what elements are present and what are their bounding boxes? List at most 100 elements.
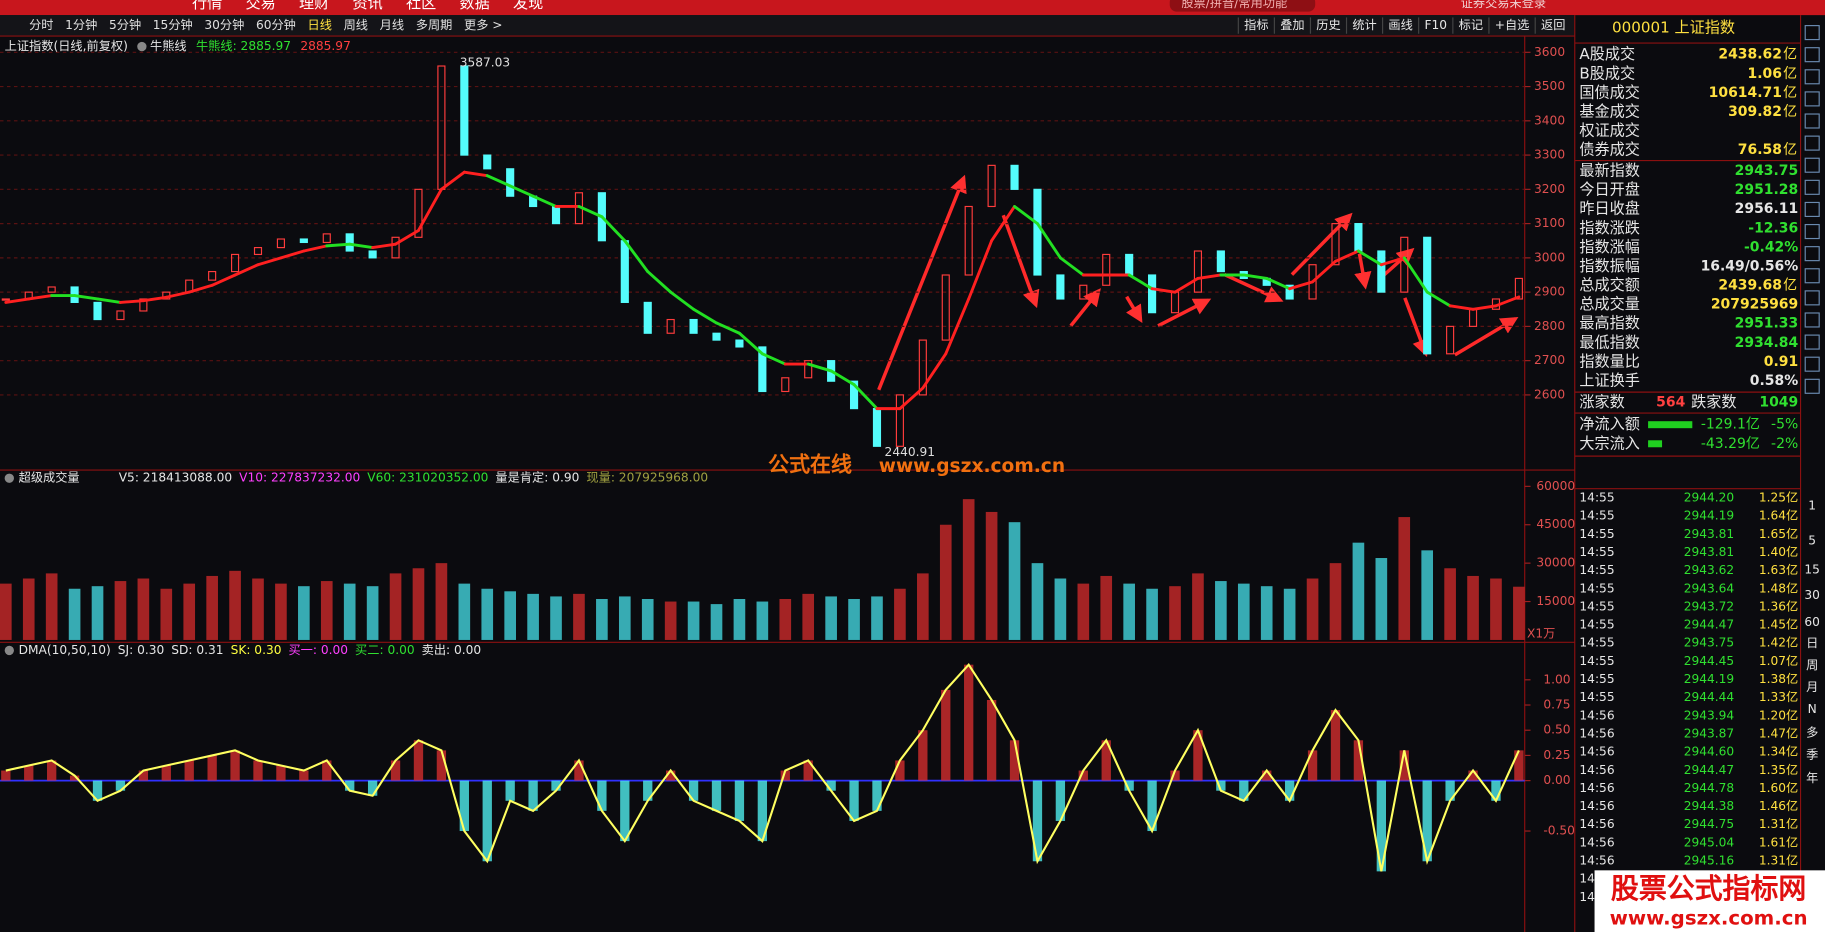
tick-volume: 1.48亿 (1759, 580, 1798, 595)
side-icon[interactable] (1804, 179, 1820, 195)
candle (620, 240, 629, 303)
tick-volume: 1.35亿 (1759, 762, 1798, 777)
login-status[interactable]: 证券交易未登录 (1461, 0, 1546, 10)
side-period[interactable]: 30 (1804, 588, 1820, 602)
side-period[interactable]: 年 (1806, 771, 1818, 785)
period-tab[interactable]: 更多 > (464, 18, 503, 32)
toolbar-button[interactable]: 指标 (1244, 17, 1268, 32)
period-tab[interactable]: 分时 (29, 18, 53, 32)
side-icon[interactable] (1804, 334, 1820, 350)
toolbar-button[interactable]: 返回 (1541, 18, 1565, 32)
side-period[interactable]: 周 (1806, 658, 1818, 672)
quote-value: 1.06 (1747, 66, 1781, 82)
bull-bear-line (508, 184, 535, 198)
volume-bar (137, 578, 150, 640)
volume-bar (1100, 575, 1113, 640)
period-tab[interactable]: 5分钟 (109, 17, 141, 32)
menu-item[interactable]: 交易 (246, 0, 276, 12)
quote-label: 指数涨幅 (1579, 238, 1639, 256)
side-icon[interactable] (1804, 312, 1820, 328)
side-icon[interactable] (1804, 69, 1820, 85)
side-icon[interactable] (1804, 268, 1820, 284)
side-icon[interactable] (1804, 25, 1820, 41)
side-period[interactable]: 1 (1808, 499, 1816, 513)
toolbar-button[interactable]: F10 (1424, 18, 1447, 32)
dma-bar (276, 765, 286, 781)
bull-bear-line (1150, 287, 1177, 294)
side-icon[interactable] (1804, 157, 1820, 173)
dma-bar (1491, 780, 1501, 801)
dma-bar (345, 780, 355, 791)
tick-price: 2943.64 (1684, 581, 1735, 595)
bull-bear-line (1242, 273, 1269, 280)
side-period[interactable]: 15 (1804, 563, 1820, 577)
menu-item[interactable]: 资讯 (353, 0, 383, 12)
volume-bar (275, 583, 287, 640)
dma-bar (1193, 730, 1203, 781)
menu-item[interactable]: 发现 (513, 0, 543, 12)
volume-bar (848, 598, 860, 640)
period-tab[interactable]: 15分钟 (153, 17, 193, 32)
period-tab[interactable]: 日线 (308, 18, 332, 32)
quote-unit: 亿 (1783, 142, 1797, 158)
side-icon[interactable] (1804, 91, 1820, 107)
menu-item[interactable]: 行情 (192, 0, 222, 12)
period-tab[interactable]: 1分钟 (65, 17, 97, 32)
dma-bar (826, 780, 836, 791)
side-icon[interactable] (1804, 113, 1820, 129)
side-icon[interactable] (1804, 246, 1820, 262)
side-period[interactable]: N (1808, 702, 1817, 716)
side-period[interactable]: 日 (1806, 636, 1818, 650)
dma-bar (849, 780, 859, 821)
bull-bear-line (417, 187, 443, 232)
side-period[interactable]: 季 (1806, 748, 1818, 762)
panel-legend: SK: 0.30 (231, 643, 282, 657)
toolbar-button[interactable]: 叠加 (1280, 18, 1304, 32)
side-icon[interactable] (1804, 223, 1820, 240)
side-icon[interactable] (1804, 135, 1820, 151)
quote-label: 总成交额 (1579, 276, 1639, 294)
bull-bear-line (462, 170, 489, 178)
side-icon[interactable] (1804, 47, 1820, 63)
period-tab[interactable]: 周线 (344, 18, 368, 32)
toolbar-button[interactable]: 画线 (1388, 18, 1412, 32)
candle (666, 318, 675, 334)
y-tick-label: 3100 (1534, 216, 1565, 230)
period-tab[interactable]: 60分钟 (256, 17, 296, 32)
panel-legend: SD: 0.31 (171, 643, 223, 657)
quote-label: 权证成交 (1579, 122, 1639, 140)
tick-volume: 1.65亿 (1759, 526, 1798, 541)
toolbar-button[interactable]: 历史 (1316, 18, 1340, 32)
tick-volume: 1.63亿 (1759, 562, 1798, 577)
side-period[interactable]: 5 (1808, 534, 1816, 548)
side-icon[interactable] (1804, 356, 1820, 372)
side-period[interactable]: 月 (1806, 680, 1818, 694)
toolbar-button[interactable]: 统计 (1352, 18, 1376, 32)
side-period[interactable]: 60 (1804, 615, 1820, 629)
candle (1423, 236, 1432, 355)
candle (735, 339, 744, 348)
menu-item[interactable]: 社区 (406, 0, 436, 12)
side-icon[interactable] (1804, 201, 1820, 218)
search-placeholder[interactable]: 股票/拼音/常用功能 (1181, 0, 1287, 10)
menu-item[interactable]: 理财 (299, 0, 329, 12)
side-icon[interactable] (1804, 378, 1820, 394)
side-icon[interactable] (1804, 290, 1820, 306)
quote-value: 2438.62 (1718, 47, 1782, 63)
volume-bar (45, 573, 58, 640)
frame (0, 15, 1802, 932)
chart-header: 牛熊线 (150, 38, 187, 53)
volume-bar (1444, 568, 1456, 640)
toolbar-button[interactable]: +自选 (1495, 18, 1530, 32)
volume-bar (1031, 563, 1044, 640)
toolbar-button[interactable]: 标记 (1459, 18, 1483, 32)
candle (964, 205, 973, 276)
menu-item[interactable]: 数据 (460, 0, 490, 12)
period-tab[interactable]: 30分钟 (204, 17, 244, 32)
search-box[interactable] (1169, 0, 1316, 12)
period-tab[interactable]: 多周期 (416, 18, 453, 32)
side-period[interactable]: 多 (1806, 726, 1818, 740)
bull-bear-line (394, 229, 420, 246)
period-tab[interactable]: 月线 (380, 18, 404, 32)
